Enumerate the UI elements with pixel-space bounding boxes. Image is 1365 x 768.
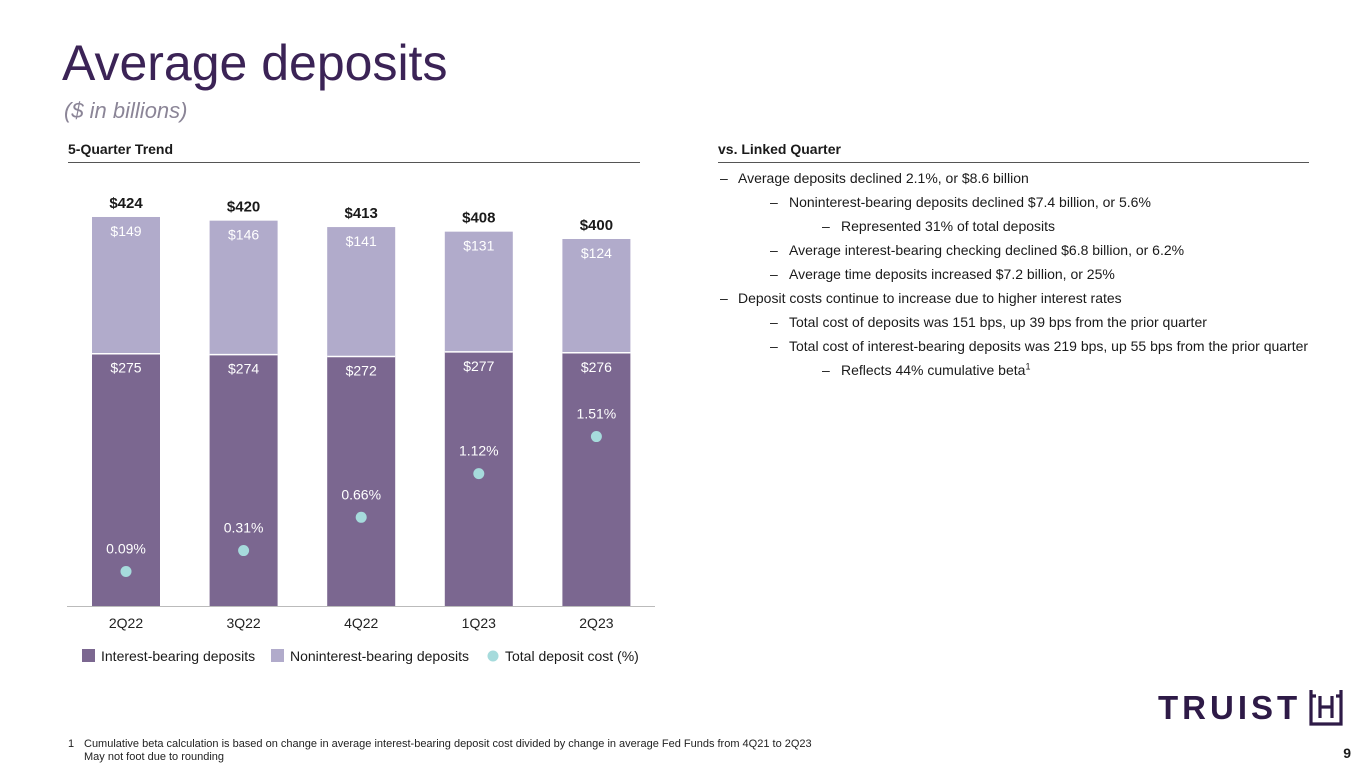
deposit-cost-marker [355,511,367,523]
bullet-item: – Total cost of interest-bearing deposits… [718,336,1338,360]
bar-interest-bearing [562,352,631,606]
logo-wordmark: TRUIST [1158,688,1302,726]
legend-label: Interest-bearing deposits [101,648,255,664]
commentary-bullet-list: – Average deposits declined 2.1%, or $8.6… [718,168,1338,384]
data-label-noninterest-bearing: $131 [463,238,494,254]
deposit-cost-marker [590,431,602,443]
bullet-item: – Average interest-bearing checking decli… [718,240,1338,264]
bullet-item: – Reflects 44% cumulative beta1 [718,360,1338,384]
data-label-interest-bearing: $275 [110,360,141,376]
deposit-cost-label: 1.12% [459,443,499,459]
legend-swatch-noninterest-bearing [271,649,284,662]
bullet-text: Average time deposits increased $7.2 bil… [789,266,1115,282]
deposit-cost-marker [120,565,132,577]
truist-mark-icon [1309,690,1343,726]
linked-quarter-section-heading: vs. Linked Quarter [718,141,1309,163]
legend-label: Total deposit cost (%) [505,648,639,664]
deposits-chart: $275 $149 $424 0.09% 2Q22 $274 $146 $420 0.31% 3Q… [67,195,655,664]
bullet-item: – Represented 31% of total deposits [718,216,1338,240]
page-subtitle: ($ in billions) [64,98,188,123]
bullet-item: – Average time deposits increased $7.2 bi… [718,264,1338,288]
bullet-text: Deposit costs continue to increase due t… [738,290,1122,306]
footnote-reference: 1 [1025,361,1031,372]
total-label: $400 [580,217,613,234]
deposit-cost-label: 1.51% [577,406,617,422]
total-label: $424 [109,195,143,212]
bullet-item: – Average deposits declined 2.1%, or $8.6… [718,168,1338,192]
bullet-dash: – [770,194,778,210]
x-axis-tick-label: 1Q23 [462,615,496,631]
page-number: 9 [1343,745,1351,761]
bullet-text: Average deposits declined 2.1%, or $8.6 … [738,170,1029,186]
bar-interest-bearing [209,354,278,606]
bar-interest-bearing [92,353,160,606]
bar-noninterest-bearing [444,231,513,352]
bullet-dash: – [770,314,778,330]
data-label-interest-bearing: $277 [463,358,494,374]
bullet-dash: – [822,218,830,234]
bar-noninterest-bearing [92,216,160,354]
deposit-cost-marker [473,468,485,480]
x-axis-tick-label: 2Q23 [579,615,613,631]
deposit-cost-label: 0.09% [106,540,146,556]
bullet-text: Reflects 44% cumulative beta1 [841,361,1031,378]
bullet-text: Total cost of interest-bearing deposits … [789,338,1309,354]
bar-noninterest-bearing [209,220,278,355]
total-label: $420 [227,199,260,216]
footnote-line: May not foot due to rounding [84,751,225,763]
footnote-line: Cumulative beta calculation is based on … [84,738,812,750]
x-axis-tick-label: 2Q22 [109,615,143,631]
bar-interest-bearing [327,356,396,606]
total-label: $413 [345,205,378,222]
bullet-dash: – [720,290,728,306]
bullet-dash: – [770,242,778,258]
data-label-interest-bearing: $272 [346,362,377,378]
data-label-interest-bearing: $276 [581,359,612,375]
truist-logo: TRUIST [1158,688,1343,726]
total-label: $408 [462,210,495,227]
bar-noninterest-bearing [327,227,396,357]
bullet-item: – Deposit costs continue to increase due … [718,288,1338,312]
data-label-interest-bearing: $274 [228,361,259,377]
data-label-noninterest-bearing: $124 [581,245,612,261]
data-label-noninterest-bearing: $141 [346,233,377,249]
trend-section-heading: 5-Quarter Trend [68,141,640,163]
x-axis-tick-label: 4Q22 [344,615,378,631]
data-label-noninterest-bearing: $149 [110,223,141,239]
data-label-noninterest-bearing: $146 [228,227,259,243]
deposit-cost-marker [238,545,250,557]
bullet-dash: – [822,362,830,378]
legend-swatch-interest-bearing [82,649,95,662]
deposit-cost-label: 0.31% [224,520,264,536]
bullet-text: Average interest-bearing checking declin… [789,242,1185,258]
bullet-item: – Noninterest-bearing deposits declined $… [718,192,1338,216]
x-axis-tick-label: 3Q22 [226,615,260,631]
bullet-dash: – [720,170,728,186]
bullet-text: Noninterest-bearing deposits declined $7… [789,194,1151,210]
footnote-number: 1 [68,738,75,750]
bullet-dash: – [770,338,778,354]
legend-swatch-deposit-cost [487,650,499,662]
bullet-dash: – [770,266,778,282]
deposit-cost-label: 0.66% [341,486,381,502]
legend-label: Noninterest-bearing deposits [290,648,469,664]
bullet-item: – Total cost of deposits was 151 bps, up … [718,312,1338,336]
bullet-text: Represented 31% of total deposits [841,218,1056,234]
bar-noninterest-bearing [562,239,631,353]
bullet-text: Total cost of deposits was 151 bps, up 3… [789,314,1207,330]
page-title: Average deposits [62,35,448,91]
